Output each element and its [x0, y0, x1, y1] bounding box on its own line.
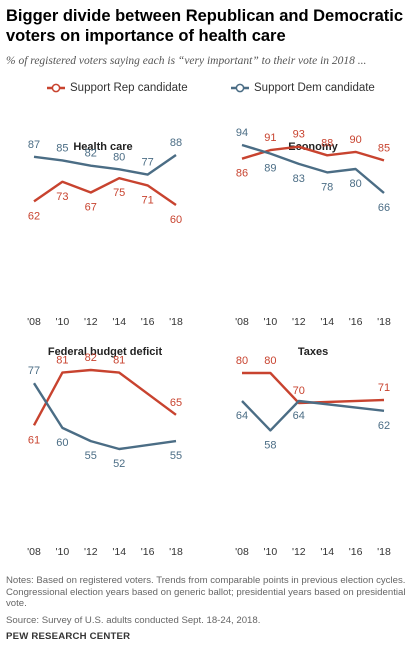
data-label-dem: 55: [85, 450, 97, 462]
data-label-dem: 52: [113, 458, 125, 470]
legend-rep-marker: [47, 83, 65, 93]
x-tick-label: '18: [169, 546, 183, 558]
x-tick-label: '12: [84, 546, 98, 558]
series-line-dem: [33, 154, 177, 176]
data-label-rep: 90: [349, 134, 361, 146]
data-label-dem: 85: [56, 142, 68, 154]
x-tick-label: '12: [292, 316, 306, 328]
data-label-rep: 60: [170, 214, 182, 226]
x-tick-label: '12: [292, 546, 306, 558]
data-label-rep: 80: [264, 355, 276, 367]
panel-title-0: Health care: [73, 141, 132, 153]
x-tick-label: '14: [320, 546, 334, 558]
data-label-rep: 91: [264, 132, 276, 144]
data-label-rep: 70: [293, 385, 305, 397]
data-label-rep: 81: [113, 355, 125, 367]
data-label-rep: 71: [141, 194, 153, 206]
chart-title: Bigger divide between Republican and Dem…: [6, 7, 404, 45]
data-label-rep: 75: [113, 187, 125, 199]
chart-subtitle: % of registered voters saying each is “v…: [6, 55, 367, 67]
x-tick-label: '16: [141, 316, 155, 328]
x-tick-label: '10: [264, 316, 278, 328]
data-label-dem: 55: [170, 450, 182, 462]
data-label-dem: 60: [56, 437, 68, 449]
data-label-dem: 80: [113, 151, 125, 163]
data-label-rep: 71: [378, 382, 390, 394]
x-tick-label: '12: [84, 316, 98, 328]
x-tick-label: '14: [112, 546, 126, 558]
panel-title-2: Federal budget deficit: [48, 346, 163, 358]
data-label-dem: 87: [28, 139, 40, 151]
data-label-dem: 88: [170, 137, 182, 149]
data-label-rep: 86: [236, 168, 248, 180]
data-label-dem: 77: [28, 365, 40, 377]
legend-dem-marker: [231, 83, 249, 93]
notes: Notes: Based on registered voters. Trend…: [6, 575, 406, 609]
x-tick-label: '10: [264, 546, 278, 558]
x-tick-label: '16: [141, 546, 155, 558]
data-label-rep: 80: [236, 355, 248, 367]
data-label-dem: 78: [321, 181, 333, 193]
series-line-dem: [241, 143, 385, 194]
data-label-dem: 64: [236, 410, 248, 422]
x-tick-label: '10: [56, 316, 70, 328]
series-line-dem: [241, 399, 385, 432]
data-label-rep: 65: [170, 397, 182, 409]
data-label-rep: 61: [28, 434, 40, 446]
data-label-dem: 89: [264, 163, 276, 175]
x-tick-label: '10: [56, 546, 70, 558]
data-label-dem: 82: [85, 148, 97, 160]
data-label-rep: 81: [56, 355, 68, 367]
x-tick-label: '16: [349, 546, 363, 558]
data-label-rep: 88: [321, 137, 333, 149]
series-line-rep: [242, 371, 385, 405]
x-tick-label: '14: [320, 316, 334, 328]
data-label-dem: 77: [141, 157, 153, 169]
data-label-dem: 64: [293, 410, 305, 422]
data-label-rep: 85: [378, 142, 390, 154]
data-label-rep: 62: [28, 210, 40, 222]
x-tick-label: '08: [235, 546, 249, 558]
legend-dem-label: Support Dem candidate: [254, 82, 375, 94]
x-tick-label: '14: [112, 316, 126, 328]
x-tick-label: '18: [169, 316, 183, 328]
data-label-dem: 58: [264, 439, 276, 451]
x-tick-label: '16: [349, 316, 363, 328]
credit: PEW RESEARCH CENTER: [6, 631, 131, 642]
x-tick-label: '18: [377, 546, 391, 558]
data-label-rep: 73: [56, 191, 68, 203]
data-label-rep: 93: [293, 129, 305, 141]
series-line-rep: [32, 368, 177, 426]
legend-rep: Support Rep candidate: [46, 82, 188, 94]
series-line-dem: [32, 382, 177, 451]
data-label-dem: 80: [349, 178, 361, 190]
data-label-rep: 82: [85, 352, 97, 364]
x-tick-label: '08: [27, 316, 41, 328]
x-tick-label: '08: [235, 316, 249, 328]
x-tick-label: '08: [27, 546, 41, 558]
legend-rep-label: Support Rep candidate: [70, 82, 188, 94]
source: Source: Survey of U.S. adults conducted …: [6, 615, 261, 626]
panel-title-3: Taxes: [298, 346, 328, 358]
x-tick-label: '18: [377, 316, 391, 328]
data-label-dem: 66: [378, 202, 390, 214]
legend-dem: Support Dem candidate: [230, 82, 375, 94]
data-label-dem: 83: [293, 173, 305, 185]
data-label-dem: 94: [236, 127, 248, 139]
data-label-rep: 67: [85, 202, 97, 214]
small-multiples-charts: Health care '08 '10 '12 '14 '16 '18 62 73 67 75 71 6…: [27, 127, 391, 558]
panel-title-1: Economy: [288, 141, 338, 153]
series-line-rep: [33, 177, 177, 206]
data-label-dem: 62: [378, 420, 390, 432]
